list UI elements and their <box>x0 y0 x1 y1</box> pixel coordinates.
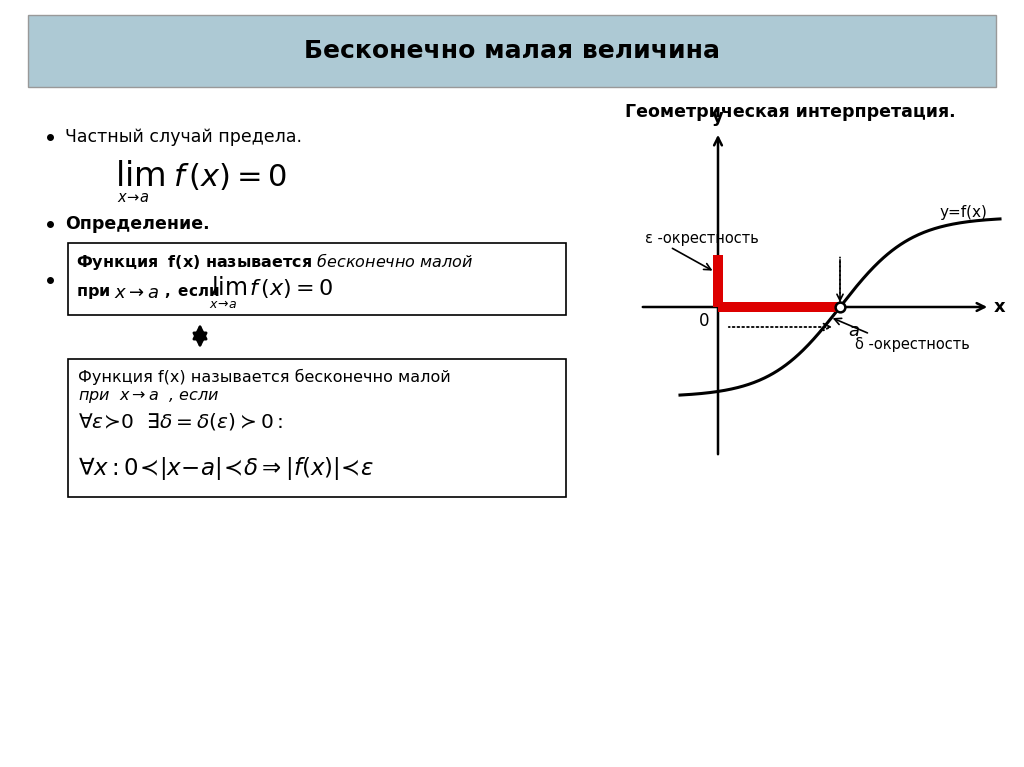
Text: $f\,(x) = 0$: $f\,(x) = 0$ <box>173 162 288 193</box>
Text: δ -окрестность: δ -окрестность <box>855 337 970 353</box>
Text: y: y <box>712 108 724 126</box>
Text: $x\!\to\! a$: $x\!\to\! a$ <box>117 189 150 205</box>
Text: при  $x \to a$  , если: при $x \to a$ , если <box>78 389 219 405</box>
FancyBboxPatch shape <box>68 359 566 497</box>
Text: Функция f(x) называется бесконечно малой: Функция f(x) называется бесконечно малой <box>78 369 451 385</box>
Text: $\lim$: $\lim$ <box>211 276 247 300</box>
Text: $\mathbf{,\ если}$: $\mathbf{,\ если}$ <box>164 285 219 301</box>
Text: ε -окрестность: ε -окрестность <box>645 232 759 246</box>
Text: 0: 0 <box>698 312 710 330</box>
Text: Частный случай предела.: Частный случай предела. <box>65 128 302 146</box>
Text: y=f(x): y=f(x) <box>940 205 988 219</box>
Text: $\forall\varepsilon\!\succ\!0\ \ \exists\delta=\delta(\varepsilon)\succ 0:$: $\forall\varepsilon\!\succ\!0\ \ \exists… <box>78 410 284 432</box>
Text: $\lim$: $\lim$ <box>115 160 165 193</box>
Text: $\forall x:0\!\prec\!|x\!-\!a|\!\prec\!\delta\Rightarrow|f(x)|\!\prec\!\varepsil: $\forall x:0\!\prec\!|x\!-\!a|\!\prec\!\… <box>78 456 375 482</box>
Text: Геометрическая интерпретация.: Геометрическая интерпретация. <box>625 103 955 121</box>
FancyBboxPatch shape <box>68 243 566 315</box>
Bar <box>718 302 840 312</box>
Text: $x \to a$: $x \to a$ <box>114 284 159 302</box>
Text: $\mathbf{при}$: $\mathbf{при}$ <box>76 285 111 301</box>
Text: $f\,(x)=0$: $f\,(x)=0$ <box>249 278 333 301</box>
Text: $a$: $a$ <box>848 322 860 340</box>
Text: $\mathbf{Функция\ \ f(x)\ называется\ }$$\mathbf{\mathit{бесконечно\ малой}}$: $\mathbf{Функция\ \ f(x)\ называется\ }$… <box>76 251 473 272</box>
Text: Бесконечно малая величина: Бесконечно малая величина <box>304 39 720 63</box>
Bar <box>713 255 723 307</box>
Text: x: x <box>994 298 1006 316</box>
Text: Определение.: Определение. <box>65 215 210 233</box>
Text: $x\!\to\! a$: $x\!\to\! a$ <box>209 298 237 311</box>
FancyBboxPatch shape <box>28 15 996 87</box>
